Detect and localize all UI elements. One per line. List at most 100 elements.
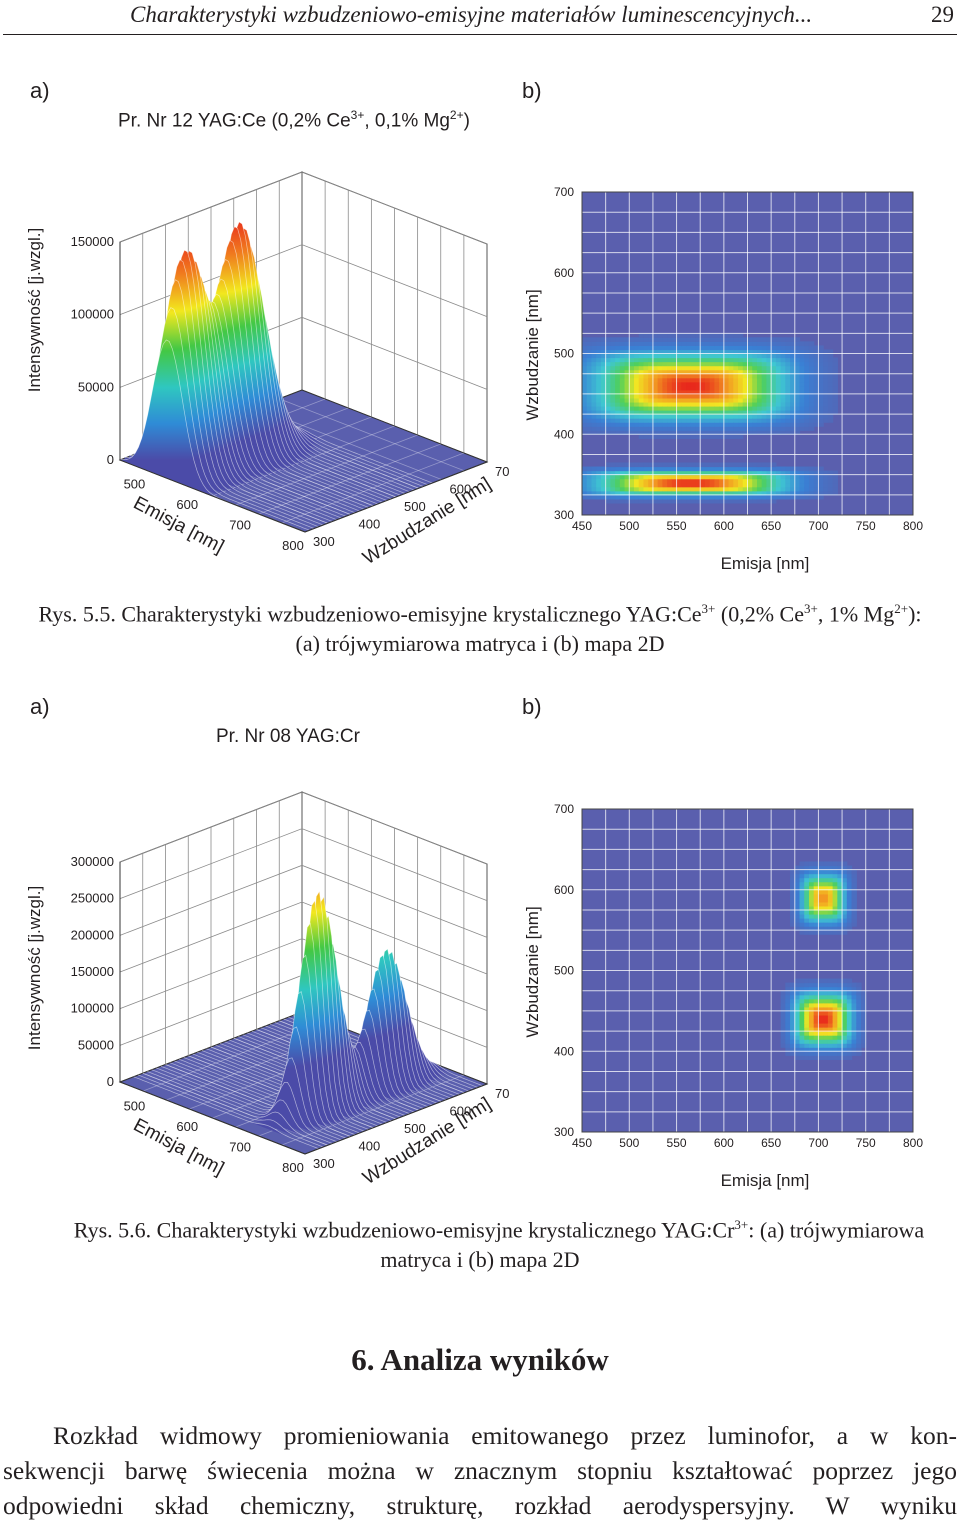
heatmap-cell (596, 373, 602, 379)
heatmap-cell (671, 482, 678, 488)
heatmap-cell (804, 885, 810, 891)
y-tick-label: 400 (554, 427, 574, 441)
heatmap-cell (676, 466, 682, 472)
heatmap-cell (804, 1039, 810, 1044)
heatmap-cell (657, 474, 663, 480)
heatmap-cell (785, 1031, 791, 1036)
heatmap-cell (676, 397, 682, 403)
heatmap-cell (761, 369, 768, 375)
heatmap-cell (742, 418, 749, 423)
heatmap-cell (652, 357, 659, 363)
heatmap-cell (790, 369, 796, 375)
heatmap-cell (827, 405, 834, 411)
heatmap-cell (586, 369, 593, 375)
heatmap-cell (671, 377, 678, 383)
heatmap-cell (823, 922, 829, 927)
heatmap-cell (629, 414, 635, 419)
heatmap-cell (591, 381, 597, 387)
heatmap-cell (629, 462, 635, 468)
heatmap-cell (813, 982, 820, 988)
heatmap-cell (610, 393, 616, 399)
heatmap-cell (591, 430, 597, 435)
heatmap-cell (686, 345, 692, 351)
heatmap-cell (714, 373, 720, 379)
x-tick-label: 600 (714, 1136, 734, 1150)
heatmap-cell (837, 905, 843, 911)
heatmap-cell (756, 385, 763, 391)
heatmap-cell (808, 365, 815, 371)
heatmap-cell (714, 410, 720, 415)
heatmap-cell (837, 990, 843, 996)
heatmap-cell (605, 462, 611, 468)
heatmap-cell (752, 474, 758, 480)
heatmap-cell (742, 397, 749, 403)
heatmap-cell (686, 393, 692, 399)
heatmap-cell (719, 494, 725, 500)
heatmap-cell (690, 482, 697, 488)
heatmap-cell (629, 349, 635, 355)
heatmap-cell (600, 494, 607, 500)
heatmap-cell (747, 478, 753, 484)
heatmap-cell (695, 462, 701, 468)
heatmap-cell (794, 901, 801, 907)
heatmap-cell (771, 353, 777, 359)
heatmap-cell (846, 877, 853, 883)
heatmap-cell (586, 337, 593, 342)
heatmap-cell (733, 337, 739, 342)
heatmap-cell (794, 978, 801, 984)
heatmap-cell (799, 1047, 805, 1052)
heatmap-cell (596, 393, 602, 399)
heatmap-cell (780, 1014, 786, 1020)
heatmap-cell (756, 486, 763, 492)
heatmap-cell (634, 385, 640, 391)
heatmap-cell (686, 462, 692, 468)
heatmap-cell (818, 381, 824, 387)
heatmap-cell (643, 430, 649, 435)
heatmap-cell (780, 353, 786, 359)
heatmap-cell (794, 345, 801, 351)
heatmap-cell (780, 349, 786, 355)
heatmap-cell (818, 397, 824, 403)
heatmap-cell (799, 926, 805, 931)
heatmap-cell (771, 410, 777, 415)
heatmap-cell (756, 490, 763, 496)
heatmap-cell (667, 434, 673, 439)
heatmap-cell (667, 470, 673, 476)
heatmap-cell (719, 377, 725, 383)
heatmap-cell (733, 474, 739, 480)
heatmap-cell (771, 341, 777, 347)
heatmap-cell (808, 877, 815, 883)
heatmap-cell (662, 498, 668, 504)
heatmap-cell (823, 865, 829, 871)
heatmap-cell (728, 490, 734, 496)
heatmap-cell (600, 478, 607, 484)
heatmap-cell (790, 1010, 796, 1016)
heatmap-cell (775, 369, 782, 375)
heatmap-cell (662, 337, 668, 342)
heatmap-cell (605, 341, 611, 347)
heatmap-cell (752, 341, 758, 347)
heatmap-cell (837, 1047, 843, 1052)
heatmap-cell (818, 414, 824, 419)
heatmap-cell (752, 373, 758, 379)
heatmap-cell (742, 498, 749, 504)
heatmap-cell (695, 430, 701, 435)
heatmap-cell (652, 430, 659, 435)
heatmap-cell (827, 381, 834, 387)
heatmap-cell (738, 430, 744, 435)
heatmap-cell (851, 918, 857, 923)
heatmap-cell (704, 410, 711, 415)
heatmap-cell (794, 494, 801, 500)
heatmap-cell (804, 397, 810, 403)
heatmap-cell (837, 893, 843, 899)
heatmap-cell (610, 337, 616, 342)
heatmap-cell (723, 369, 730, 375)
surface-slice (120, 339, 305, 532)
heatmap-cell (851, 998, 857, 1004)
heatmap-cell (690, 490, 697, 496)
heatmap-cell (648, 405, 654, 411)
z-axis-label: Intensywność [j.wzgl.] (25, 886, 44, 1050)
heatmap-cell (671, 490, 678, 496)
heatmap-cell (818, 486, 824, 492)
heatmap-cell (766, 482, 772, 488)
